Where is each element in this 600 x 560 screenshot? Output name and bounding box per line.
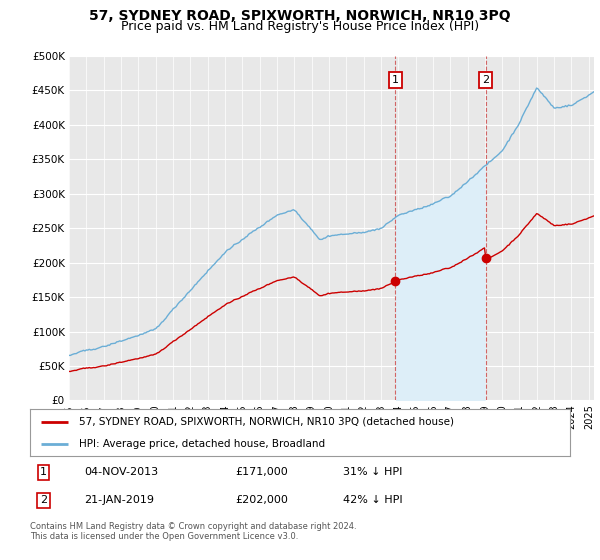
Text: HPI: Average price, detached house, Broadland: HPI: Average price, detached house, Broa… [79,438,325,449]
Text: 57, SYDNEY ROAD, SPIXWORTH, NORWICH, NR10 3PQ: 57, SYDNEY ROAD, SPIXWORTH, NORWICH, NR1… [89,9,511,23]
Text: £171,000: £171,000 [235,467,288,477]
Text: £202,000: £202,000 [235,496,288,505]
Text: 2: 2 [482,75,489,85]
Text: 04-NOV-2013: 04-NOV-2013 [84,467,158,477]
Text: 42% ↓ HPI: 42% ↓ HPI [343,496,403,505]
Text: 21-JAN-2019: 21-JAN-2019 [84,496,154,505]
Text: 1: 1 [40,467,47,477]
Text: 57, SYDNEY ROAD, SPIXWORTH, NORWICH, NR10 3PQ (detached house): 57, SYDNEY ROAD, SPIXWORTH, NORWICH, NR1… [79,417,454,427]
Text: Price paid vs. HM Land Registry's House Price Index (HPI): Price paid vs. HM Land Registry's House … [121,20,479,33]
Text: 2: 2 [40,496,47,505]
Text: 1: 1 [392,75,399,85]
Text: Contains HM Land Registry data © Crown copyright and database right 2024.
This d: Contains HM Land Registry data © Crown c… [30,522,356,542]
Text: 31% ↓ HPI: 31% ↓ HPI [343,467,403,477]
